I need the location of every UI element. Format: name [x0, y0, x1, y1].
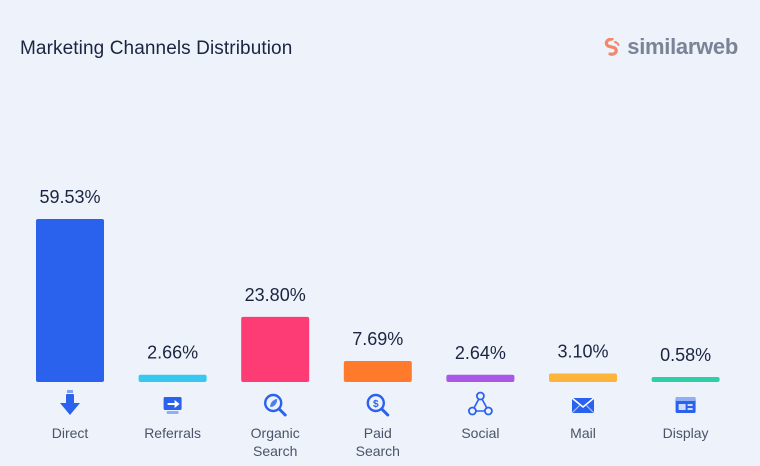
bar-direct[interactable]: [36, 219, 104, 382]
bar-organic-search[interactable]: [241, 316, 310, 382]
bar-group-referrals: 2.66% Referrals: [138, 343, 207, 441]
bar-display[interactable]: [651, 377, 720, 382]
share-network-icon: [467, 391, 493, 416]
brand-logo: similarweb: [603, 34, 738, 60]
brand-name: similarweb: [627, 34, 738, 59]
value-label-social: 2.64%: [455, 343, 506, 363]
bar-paid-search[interactable]: [343, 360, 412, 382]
value-label-display: 0.58%: [660, 345, 711, 365]
envelope-icon: [571, 397, 595, 414]
arrow-down-icon: [60, 390, 80, 415]
bar-group-organic-search: 23.80% Organic Search: [241, 285, 310, 459]
value-label-paid-search: 7.69%: [352, 329, 403, 349]
bar-group-display: 0.58% Display: [651, 345, 720, 441]
bar-referrals[interactable]: [138, 374, 207, 382]
magnifier-dollar-icon: $: [366, 393, 390, 417]
category-label-display: Display: [663, 425, 709, 441]
magnifier-leaf-icon: [264, 393, 287, 417]
bar-group-social: 2.64% Social: [446, 343, 515, 441]
value-label-direct: 59.53%: [39, 187, 100, 207]
bar-group-paid-search: 7.69% $ Paid Search: [343, 329, 412, 459]
category-label-mail: Mail: [570, 425, 596, 441]
bar-group-mail: 3.10% Mail: [549, 342, 617, 441]
chart-title: Marketing Channels Distribution: [20, 38, 293, 59]
value-label-referrals: 2.66%: [147, 343, 198, 363]
referral-icon: [163, 397, 182, 414]
category-label-referrals: Referrals: [144, 425, 201, 441]
bar-group-direct: 59.53% Direct: [36, 187, 104, 441]
category-label-organic-search: Organic Search: [251, 425, 300, 459]
category-label-paid-search: Paid Search: [356, 425, 400, 459]
display-ad-icon: [675, 397, 696, 413]
bar-mail[interactable]: [549, 373, 617, 382]
svg-text:$: $: [373, 399, 379, 410]
category-label-social: Social: [461, 425, 499, 441]
bar-social[interactable]: [446, 374, 515, 382]
similarweb-logo-icon: [605, 38, 620, 56]
value-label-organic-search: 23.80%: [245, 285, 306, 305]
category-label-direct: Direct: [52, 425, 89, 441]
value-label-mail: 3.10%: [557, 342, 608, 362]
